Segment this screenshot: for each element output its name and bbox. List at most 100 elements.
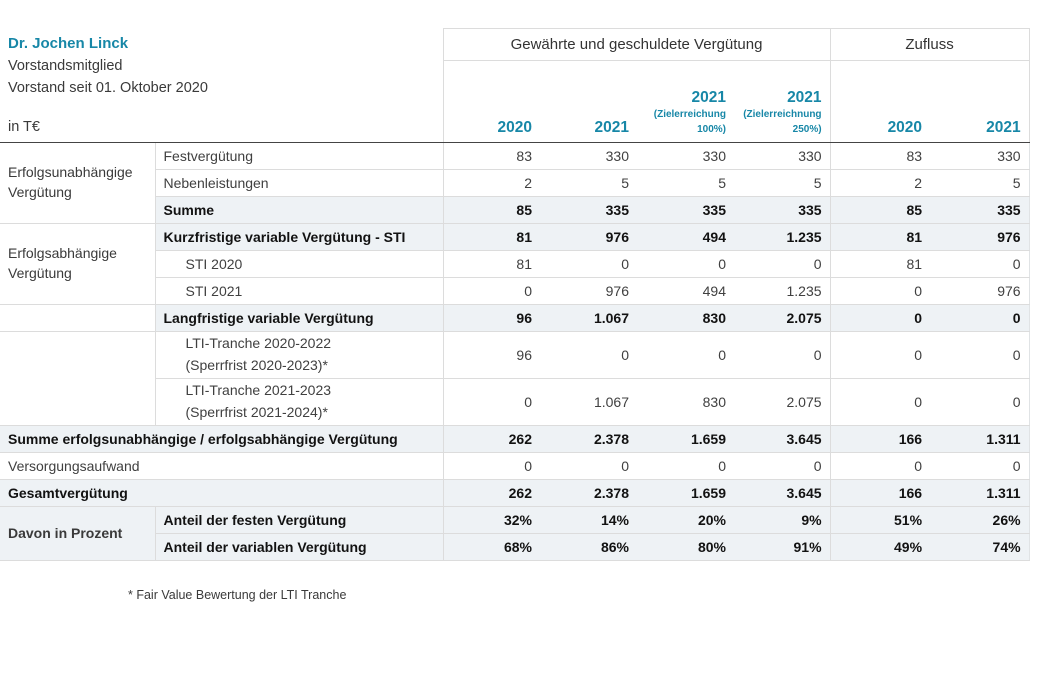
value-cell: 330 xyxy=(637,142,734,170)
value-cell: 32% xyxy=(442,506,540,534)
value-cell: 1.311 xyxy=(930,425,1030,453)
value-cell: 2.378 xyxy=(540,479,637,507)
value-cell: 74% xyxy=(930,533,1030,561)
value-cell: 81 xyxy=(829,223,931,251)
unit-label: in T€ xyxy=(8,118,40,135)
value-cell: 80% xyxy=(637,533,734,561)
row-lti-tranche-2020-2022: LTI-Tranche 2020-2022 (Sperrfrist 2020-2… xyxy=(0,331,1030,426)
person-info-cell: Dr. Jochen Linck Vorstandsmitglied Vorst… xyxy=(0,28,443,143)
row-anteil-variable-verguetung: Anteil der variablen Vergütung 68% 86% 8… xyxy=(0,533,1030,561)
value-cell: 335 xyxy=(540,196,637,224)
value-cell: 166 xyxy=(829,479,931,507)
value-cell: 976 xyxy=(930,223,1030,251)
header-group-row: Dr. Jochen Linck Vorstandsmitglied Vorst… xyxy=(0,28,1030,143)
value-cell: 85 xyxy=(829,196,931,224)
value-cell: 0 xyxy=(540,250,637,278)
row-lti-tranche-2021-2023: LTI-Tranche 2021-2023 (Sperrfrist 2021-2… xyxy=(0,378,1030,426)
row-label: Festvergütung xyxy=(154,142,443,170)
value-cell: 0 xyxy=(734,452,831,480)
row-label: STI 2021 xyxy=(154,277,443,305)
value-cell: 0 xyxy=(930,331,1030,379)
value-cell: 5 xyxy=(540,169,637,197)
row-label: Kurzfristige variable Vergütung - STI xyxy=(154,223,443,251)
row-nebenleistungen: Nebenleistungen 2 5 5 5 2 5 xyxy=(0,169,1030,197)
value-cell: 0 xyxy=(930,250,1030,278)
row-label: Summe erfolgsunabhängige / erfolgsabhäng… xyxy=(0,425,443,453)
value-cell: 0 xyxy=(829,378,931,426)
value-cell: 83 xyxy=(442,142,540,170)
col-header-2021-target-100: 2021 (Zielerreichung 100%) xyxy=(637,60,734,143)
value-cell: 0 xyxy=(829,277,931,305)
value-cell: 0 xyxy=(637,331,734,379)
value-cell: 0 xyxy=(734,250,831,278)
value-cell: 81 xyxy=(442,223,540,251)
value-cell: 68% xyxy=(442,533,540,561)
value-cell: 0 xyxy=(930,378,1030,426)
row-gesamtverguetung: Gesamtvergütung 262 2.378 1.659 3.645 16… xyxy=(0,479,1030,507)
col-header-2021-target-250: 2021 (Zielerreichnung 250%) xyxy=(734,60,831,143)
value-cell: 2.378 xyxy=(540,425,637,453)
value-cell: 0 xyxy=(442,452,540,480)
value-cell: 166 xyxy=(829,425,931,453)
compensation-table: Dr. Jochen Linck Vorstandsmitglied Vorst… xyxy=(0,28,1030,561)
value-cell: 83 xyxy=(829,142,931,170)
person-info: Dr. Jochen Linck Vorstandsmitglied Vorst… xyxy=(8,33,435,135)
value-cell: 26% xyxy=(930,506,1030,534)
value-cell: 14% xyxy=(540,506,637,534)
col-header-inflow-2021: 2021 xyxy=(930,60,1030,143)
row-summe-gesamt: Summe erfolgsunabhängige / erfolgsabhäng… xyxy=(0,425,1030,453)
value-cell: 0 xyxy=(930,304,1030,332)
value-cell: 2 xyxy=(829,169,931,197)
value-cell: 5 xyxy=(637,169,734,197)
row-sti-2021: STI 2021 0 976 494 1.235 0 976 xyxy=(0,277,1030,305)
value-cell: 0 xyxy=(930,452,1030,480)
row-festverguetung: Erfolgsunabhängige Vergütung Festvergütu… xyxy=(0,142,1030,224)
value-cell: 1.067 xyxy=(540,378,637,426)
value-cell: 91% xyxy=(734,533,831,561)
value-cell: 2.075 xyxy=(734,304,831,332)
value-cell: 86% xyxy=(540,533,637,561)
value-cell: 330 xyxy=(930,142,1030,170)
row-label: Summe xyxy=(154,196,443,224)
value-cell: 494 xyxy=(637,277,734,305)
value-cell: 9% xyxy=(734,506,831,534)
value-cell: 3.645 xyxy=(734,479,831,507)
value-cell: 5 xyxy=(930,169,1030,197)
group-label-empty xyxy=(0,304,155,332)
group-label-erfolgsunabhaengige: Erfolgsunabhängige Vergütung xyxy=(0,142,155,224)
row-label: LTI-Tranche 2021-2023 (Sperrfrist 2021-2… xyxy=(154,378,443,426)
value-cell: 494 xyxy=(637,223,734,251)
row-label: Anteil der festen Vergütung xyxy=(154,506,443,534)
value-cell: 976 xyxy=(540,223,637,251)
value-cell: 262 xyxy=(442,479,540,507)
row-summe-erfolgsunabhaengig: Summe 85 335 335 335 85 335 xyxy=(0,196,1030,224)
value-cell: 976 xyxy=(930,277,1030,305)
row-label: Nebenleistungen xyxy=(154,169,443,197)
value-cell: 81 xyxy=(829,250,931,278)
value-cell: 96 xyxy=(442,304,540,332)
value-cell: 0 xyxy=(829,452,931,480)
value-cell: 0 xyxy=(637,452,734,480)
value-cell: 830 xyxy=(637,304,734,332)
row-kurzfristige-sti: Erfolgsabhängige Vergütung Kurzfristige … xyxy=(0,223,1030,305)
granted-section-header: Gewährte und geschuldete Vergütung xyxy=(442,28,831,61)
value-cell: 2.075 xyxy=(734,378,831,426)
value-cell: 0 xyxy=(540,331,637,379)
value-cell: 1.067 xyxy=(540,304,637,332)
group-label-empty xyxy=(0,331,155,426)
row-sti-2020: STI 2020 81 0 0 0 81 0 xyxy=(0,250,1030,278)
row-versorgungsaufwand: Versorgungsaufwand 0 0 0 0 0 0 xyxy=(0,452,1030,480)
value-cell: 3.645 xyxy=(734,425,831,453)
row-label: Langfristige variable Vergütung xyxy=(154,304,443,332)
row-anteil-feste-verguetung: Davon in Prozent Anteil der festen Vergü… xyxy=(0,506,1030,561)
row-label: LTI-Tranche 2020-2022 (Sperrfrist 2020-2… xyxy=(154,331,443,379)
value-cell: 330 xyxy=(734,142,831,170)
value-cell: 85 xyxy=(442,196,540,224)
person-name: Dr. Jochen Linck xyxy=(8,34,129,52)
value-cell: 1.659 xyxy=(637,479,734,507)
row-label: Versorgungsaufwand xyxy=(0,452,443,480)
col-header-granted-2021: 2021 xyxy=(540,60,637,143)
value-cell: 20% xyxy=(637,506,734,534)
value-cell: 0 xyxy=(540,452,637,480)
group-label-erfolgsabhaengige: Erfolgsabhängige Vergütung xyxy=(0,223,155,305)
